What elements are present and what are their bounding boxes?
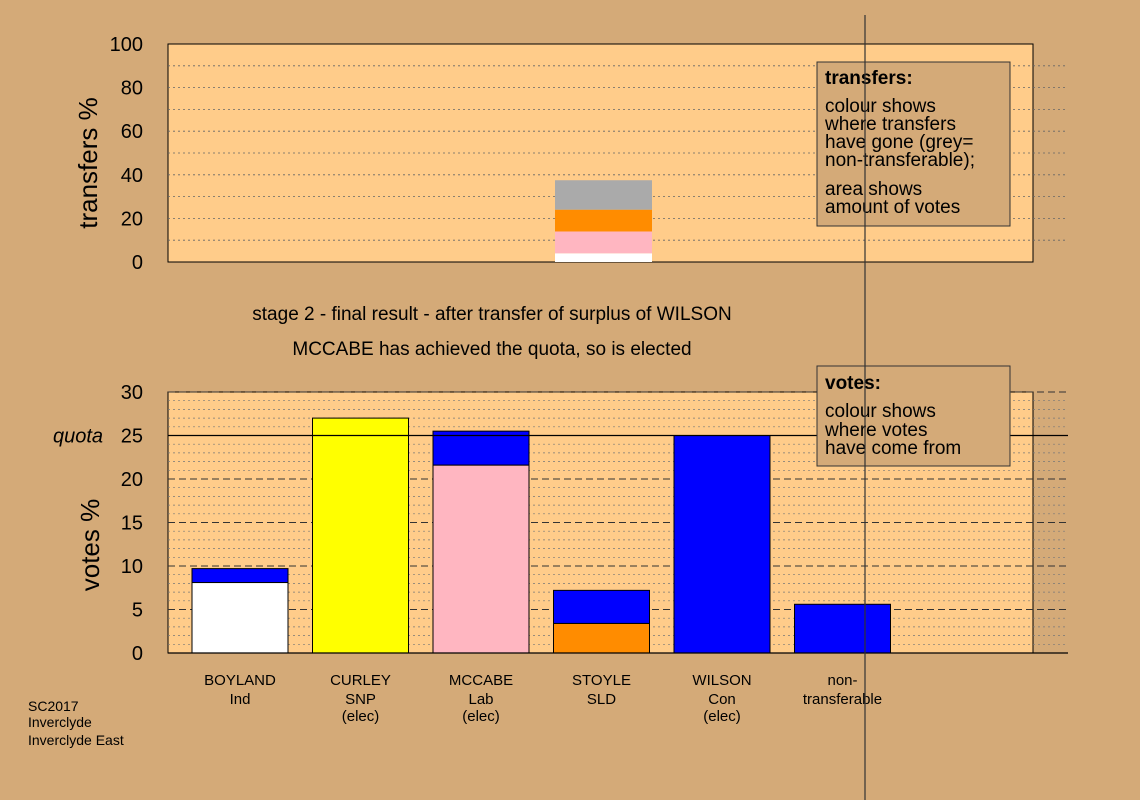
votes-legend-box bbox=[816, 365, 1011, 467]
candidate-status-label: (elec) bbox=[342, 708, 380, 725]
stage-captions: stage 2 - final result - after transfer … bbox=[252, 304, 731, 360]
transfer-segment-boyland bbox=[555, 253, 652, 262]
votes-legend-title: votes: bbox=[825, 373, 881, 394]
vote-bar-segment-stoyle bbox=[553, 622, 650, 654]
transfers-legend-line: where transfers bbox=[824, 114, 956, 135]
vote-bar-segment-curley bbox=[312, 417, 409, 654]
footer-election: SC2017 bbox=[28, 698, 79, 714]
vote-bar-segment-boyland bbox=[191, 582, 289, 654]
vote-bar-segment-stoyle bbox=[553, 589, 650, 624]
candidate-party-label: SLD bbox=[587, 691, 616, 708]
transfers-y-tick-label: 100 bbox=[110, 34, 143, 56]
vote-bar-segment-mccabe bbox=[432, 430, 530, 466]
votes-chart: BOYLANDIndCURLEYSNP(elec)MCCABELab(elec)… bbox=[53, 365, 1068, 725]
votes-legend-line: colour shows bbox=[825, 401, 936, 422]
candidate-name-label: MCCABE bbox=[449, 672, 513, 689]
transfers-legend-title: transfers: bbox=[825, 68, 913, 89]
transfers-legend-line: non-transferable); bbox=[825, 150, 975, 171]
candidate-status-label: (elec) bbox=[703, 708, 741, 725]
candidate-name-label: WILSON bbox=[692, 672, 751, 689]
votes-y-tick-label: 15 bbox=[121, 513, 143, 535]
transfers-chart: 0 20 40 60 80 100 transfers % transfers: colour … bbox=[73, 34, 1068, 274]
transfers-y-tick-label: 80 bbox=[121, 78, 143, 100]
candidate-name-label: BOYLAND bbox=[204, 672, 276, 689]
transfers-legend-line: colour shows bbox=[825, 96, 936, 117]
candidate-name-label: non- bbox=[827, 672, 857, 689]
candidate-party-label: Ind bbox=[230, 691, 251, 708]
footer-info: SC2017 Inverclyde Inverclyde East bbox=[28, 698, 124, 748]
transfer-segment-mccabe bbox=[555, 231, 652, 254]
transfers-y-tick-label: 60 bbox=[121, 121, 143, 143]
candidate-party-label: Lab bbox=[468, 691, 493, 708]
footer-ward: Inverclyde East bbox=[28, 732, 124, 748]
candidate-party-label: transferable bbox=[803, 691, 882, 708]
votes-y-tick-label: 25 bbox=[121, 426, 143, 448]
votes-y-tick-label: 5 bbox=[132, 600, 143, 622]
candidate-party-label: SNP bbox=[345, 691, 376, 708]
quota-label: quota bbox=[53, 426, 103, 448]
votes-legend-line: have come from bbox=[825, 438, 961, 459]
vote-bar-segment-wilson bbox=[673, 435, 771, 654]
candidate-status-label: (elec) bbox=[462, 708, 500, 725]
transfers-y-tick-label: 0 bbox=[132, 252, 143, 274]
caption-result: MCCABE has achieved the quota, so is ele… bbox=[292, 339, 691, 360]
transfers-legend-line: area shows bbox=[825, 179, 922, 200]
transfers-legend-line: amount of votes bbox=[825, 197, 960, 218]
vote-bar-segment-non bbox=[794, 603, 891, 654]
transfers-y-tick-label: 40 bbox=[121, 165, 143, 187]
candidate-name-label: CURLEY bbox=[330, 672, 391, 689]
votes-y-axis-label: votes % bbox=[75, 499, 105, 592]
transfers-y-axis-label: transfers % bbox=[73, 97, 103, 229]
candidate-name-label: STOYLE bbox=[572, 672, 631, 689]
votes-y-tick-label: 20 bbox=[121, 469, 143, 491]
candidate-party-label: Con bbox=[708, 691, 736, 708]
vote-bar-segment-mccabe bbox=[432, 464, 530, 654]
transfer-segment-non-transferable bbox=[555, 180, 652, 210]
transfer-segment-stoyle bbox=[555, 209, 652, 232]
footer-council: Inverclyde bbox=[28, 714, 92, 730]
vote-bar-segment-boyland bbox=[191, 568, 289, 584]
transfers-legend-line: have gone (grey= bbox=[825, 132, 973, 153]
transfers-y-tick-label: 20 bbox=[121, 208, 143, 230]
votes-y-tick-label: 10 bbox=[121, 556, 143, 578]
caption-stage: stage 2 - final result - after transfer … bbox=[252, 304, 731, 325]
votes-legend-line: where votes bbox=[824, 420, 927, 441]
transfers-legend-box bbox=[816, 61, 1011, 227]
votes-y-tick-label: 30 bbox=[121, 382, 143, 404]
votes-y-tick-label: 0 bbox=[132, 643, 143, 665]
